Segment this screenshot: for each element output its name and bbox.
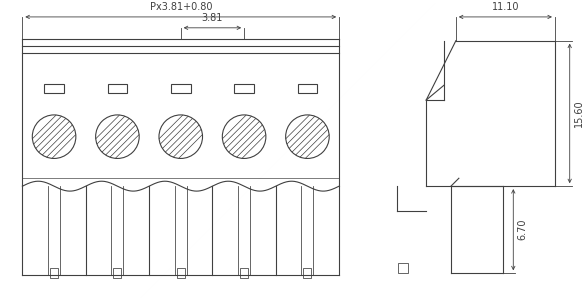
Bar: [303, 268, 311, 278]
Bar: [240, 268, 248, 278]
Bar: [298, 84, 318, 93]
Bar: [177, 268, 185, 278]
Text: Px3.81+0.80: Px3.81+0.80: [150, 2, 212, 12]
Bar: [44, 84, 64, 93]
Bar: [171, 84, 191, 93]
Text: 11.10: 11.10: [492, 2, 519, 12]
Text: 15.60: 15.60: [573, 100, 583, 127]
Bar: [399, 263, 409, 273]
Bar: [107, 84, 127, 93]
Text: 6.70: 6.70: [517, 219, 527, 240]
Text: 3.81: 3.81: [202, 13, 223, 23]
Bar: [234, 84, 254, 93]
Bar: [113, 268, 122, 278]
Bar: [50, 268, 58, 278]
